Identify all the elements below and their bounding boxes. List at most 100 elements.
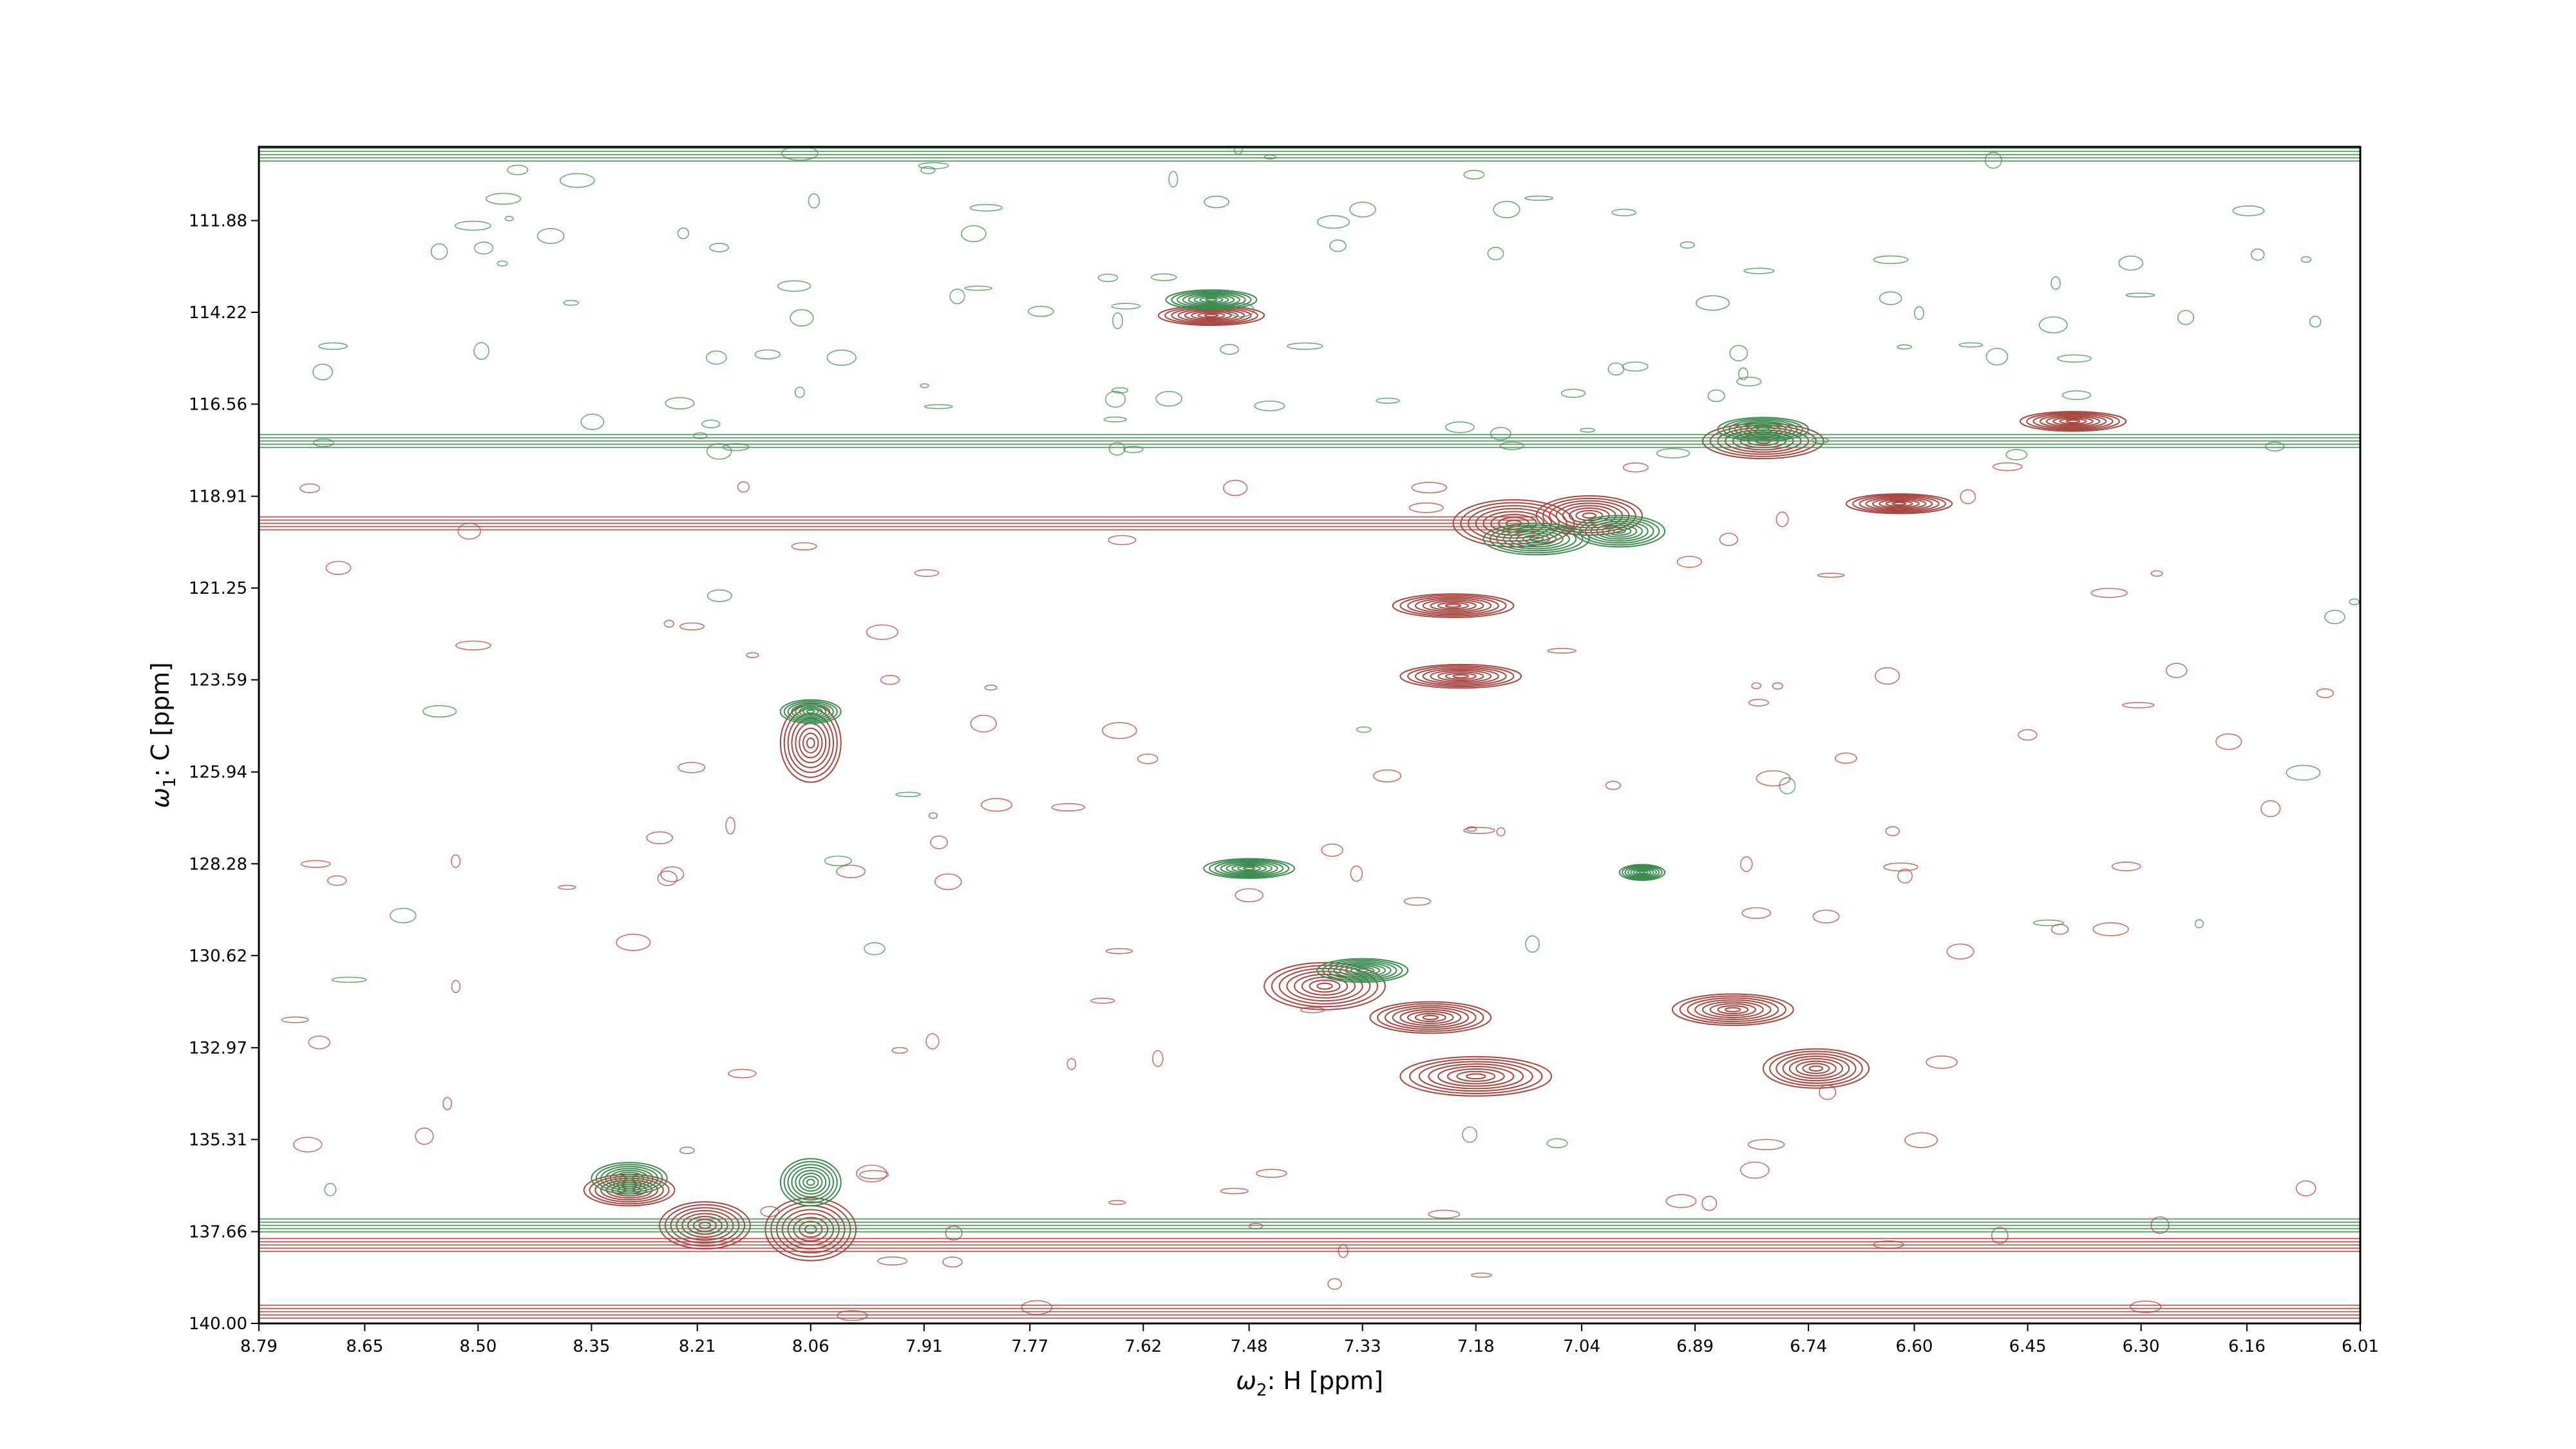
noise-contour bbox=[1885, 826, 1900, 837]
noise-contour bbox=[1111, 303, 1141, 310]
x-tick-label: 6.45 bbox=[2009, 1337, 2047, 1356]
noise-contour bbox=[754, 349, 781, 360]
peak-contour bbox=[1627, 867, 1657, 878]
peak-contour bbox=[770, 1201, 851, 1258]
noise-contour bbox=[1155, 391, 1182, 407]
noise-contour bbox=[1222, 480, 1248, 497]
noise-contour bbox=[536, 228, 565, 244]
peak-contour bbox=[1802, 1063, 1830, 1074]
peak-contour bbox=[1602, 524, 1638, 538]
noise-contour bbox=[1300, 1007, 1325, 1014]
noise-contour bbox=[864, 942, 886, 956]
noise-contour bbox=[1108, 535, 1137, 545]
x-tick-label: 8.50 bbox=[459, 1337, 497, 1356]
peak-contour bbox=[619, 1173, 639, 1183]
noise-contour bbox=[1255, 1169, 1287, 1179]
noise-contour bbox=[422, 705, 457, 718]
peak-contour bbox=[1399, 663, 1522, 689]
peak-contour bbox=[1885, 500, 1913, 507]
noise-contour bbox=[693, 432, 708, 439]
noise-contour bbox=[1403, 896, 1432, 906]
noise-contour bbox=[1111, 387, 1129, 394]
x-tick-label: 7.77 bbox=[1011, 1337, 1048, 1356]
peak-contour bbox=[1437, 671, 1484, 682]
noise-contour bbox=[920, 383, 929, 388]
noise-contour bbox=[2111, 861, 2141, 871]
noise-contour bbox=[2018, 729, 2038, 741]
noise-contour bbox=[1897, 344, 1912, 350]
noise-contour bbox=[1112, 312, 1123, 330]
peak-contour bbox=[1444, 603, 1462, 608]
noise-contour bbox=[1560, 388, 1586, 398]
noise-contour bbox=[914, 569, 940, 577]
noise-contour bbox=[1471, 1273, 1492, 1278]
peak-contour bbox=[1717, 417, 1810, 442]
peak-contour bbox=[1776, 1053, 1857, 1084]
noise-contour bbox=[781, 147, 819, 161]
noise-contour bbox=[960, 225, 987, 243]
noise-contour bbox=[1327, 1278, 1342, 1290]
noise-contour bbox=[866, 624, 898, 640]
peak-contour bbox=[1430, 600, 1477, 611]
noise-contour bbox=[1254, 401, 1285, 412]
noise-contour bbox=[580, 413, 605, 430]
peak-contour bbox=[600, 1166, 659, 1191]
y-tick-label: 130.62 bbox=[189, 947, 247, 966]
peak-contour bbox=[1231, 864, 1267, 873]
noise-contour bbox=[451, 980, 460, 994]
peak-contour bbox=[1208, 859, 1290, 878]
peak-contour bbox=[2039, 414, 2107, 428]
peak-contour bbox=[791, 1166, 831, 1198]
noise-contour bbox=[506, 164, 529, 176]
noise-contour bbox=[1665, 1194, 1697, 1208]
peak-contour bbox=[779, 1158, 842, 1207]
x-tick-label: 6.16 bbox=[2228, 1337, 2266, 1356]
noise-contour bbox=[1958, 342, 1984, 348]
peak-contour bbox=[1193, 295, 1229, 305]
x-tick-label: 7.62 bbox=[1124, 1337, 1162, 1356]
noise-contour bbox=[705, 350, 727, 365]
noise-contour bbox=[308, 1035, 331, 1050]
noise-contour bbox=[1676, 556, 1703, 568]
noise-contour bbox=[1329, 239, 1347, 252]
noise-contour bbox=[2260, 800, 2281, 817]
peak-contour bbox=[1467, 505, 1560, 542]
noise-contour bbox=[970, 714, 997, 733]
peak-contour bbox=[1852, 494, 1946, 513]
peak-contour bbox=[1529, 536, 1544, 542]
peak-contour bbox=[1871, 498, 1927, 509]
peak-contour bbox=[1204, 313, 1219, 317]
noise-contour bbox=[1611, 209, 1637, 216]
noise-contour bbox=[964, 285, 993, 291]
peak-contour bbox=[1679, 995, 1786, 1025]
noise-contour bbox=[665, 397, 695, 410]
noise-contour bbox=[1108, 1200, 1126, 1206]
noise-contour bbox=[455, 220, 491, 231]
noise-contour bbox=[706, 589, 732, 602]
noise-contour bbox=[473, 342, 489, 360]
peak-contour bbox=[1333, 962, 1392, 979]
x-tick-label: 8.65 bbox=[346, 1337, 383, 1356]
peak-contour bbox=[1542, 497, 1636, 534]
peak-contour bbox=[1316, 958, 1409, 983]
noise-contour bbox=[679, 1146, 695, 1155]
noise-contour bbox=[1748, 699, 1769, 707]
noise-contour bbox=[457, 522, 482, 540]
plot-area bbox=[259, 147, 2360, 1323]
peak-contour bbox=[1350, 967, 1375, 974]
peak-contour bbox=[1407, 1010, 1454, 1025]
peak-contour bbox=[1579, 516, 1660, 546]
noise-contour bbox=[2177, 310, 2195, 325]
noise-contour bbox=[646, 831, 674, 844]
noise-contour bbox=[790, 309, 814, 327]
peak-contour bbox=[793, 1217, 829, 1242]
noise-contour bbox=[1926, 1056, 1958, 1069]
x-tick-label: 8.35 bbox=[573, 1337, 611, 1356]
noise-contour bbox=[560, 173, 595, 188]
noise-contour bbox=[877, 1256, 908, 1265]
noise-contour bbox=[725, 817, 735, 835]
noise-contour bbox=[1444, 421, 1475, 433]
noise-contour bbox=[1104, 390, 1126, 408]
peak-contour bbox=[1188, 294, 1235, 306]
